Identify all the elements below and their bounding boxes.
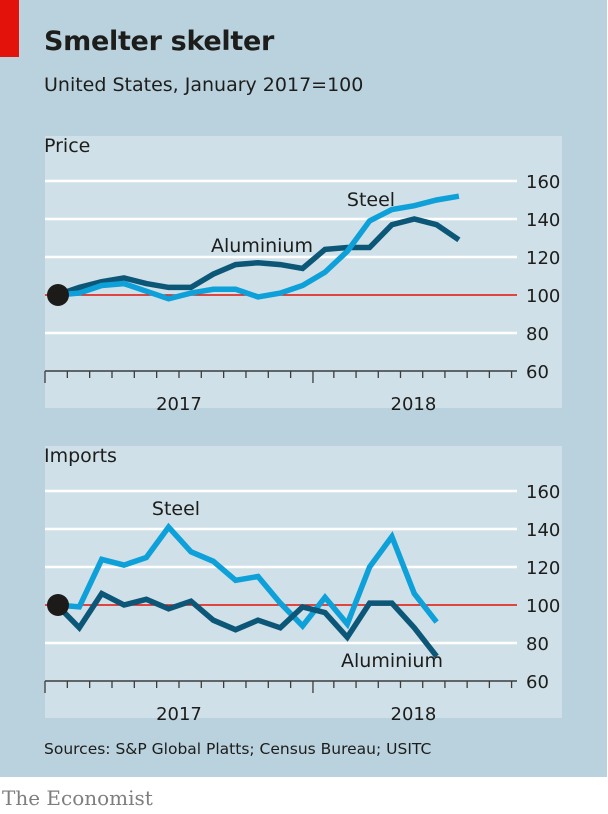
imports-y-tick-label: 160 <box>526 482 560 503</box>
imports-y-tick-label: 100 <box>526 596 560 617</box>
imports-y-tick-label: 80 <box>526 634 549 655</box>
price-start-marker <box>47 284 69 306</box>
chart-subtitle: United States, January 2017=100 <box>44 74 364 96</box>
price-x-tick-label: 2017 <box>156 394 202 415</box>
price-panel-title: Price <box>44 135 91 157</box>
imports-x-tick-label: 2017 <box>156 704 202 725</box>
publisher-logo: The Economist <box>2 786 153 810</box>
price-y-tick-label: 140 <box>526 210 560 231</box>
brand-accent-bar <box>0 0 19 57</box>
price-y-tick-label: 120 <box>526 248 560 269</box>
imports-y-tick-label: 60 <box>526 672 549 693</box>
price-series-label-steel: Steel <box>347 189 395 211</box>
price-y-tick-label: 160 <box>526 172 560 193</box>
imports-series-steel <box>56 522 439 631</box>
price-y-tick-label: 100 <box>526 286 560 307</box>
price-series-aluminium <box>56 216 461 298</box>
imports-series-aluminium <box>55 590 439 658</box>
price-series-steel <box>56 193 460 302</box>
imports-series-label-steel: Steel <box>152 498 200 520</box>
sources-note: Sources: S&P Global Platts; Census Burea… <box>44 740 432 758</box>
imports-panel-title: Imports <box>44 445 117 467</box>
imports-y-tick-label: 120 <box>526 558 560 579</box>
price-y-tick-label: 80 <box>526 324 549 345</box>
chart-title: Smelter skelter <box>44 26 274 57</box>
price-y-tick-label: 60 <box>526 362 549 383</box>
imports-y-tick-label: 140 <box>526 520 560 541</box>
imports-start-marker <box>47 594 69 616</box>
price-x-tick-label: 2018 <box>391 394 437 415</box>
price-series-label-aluminium: Aluminium <box>211 235 313 257</box>
imports-series-label-aluminium: Aluminium <box>341 650 443 672</box>
imports-x-tick-label: 2018 <box>391 704 437 725</box>
